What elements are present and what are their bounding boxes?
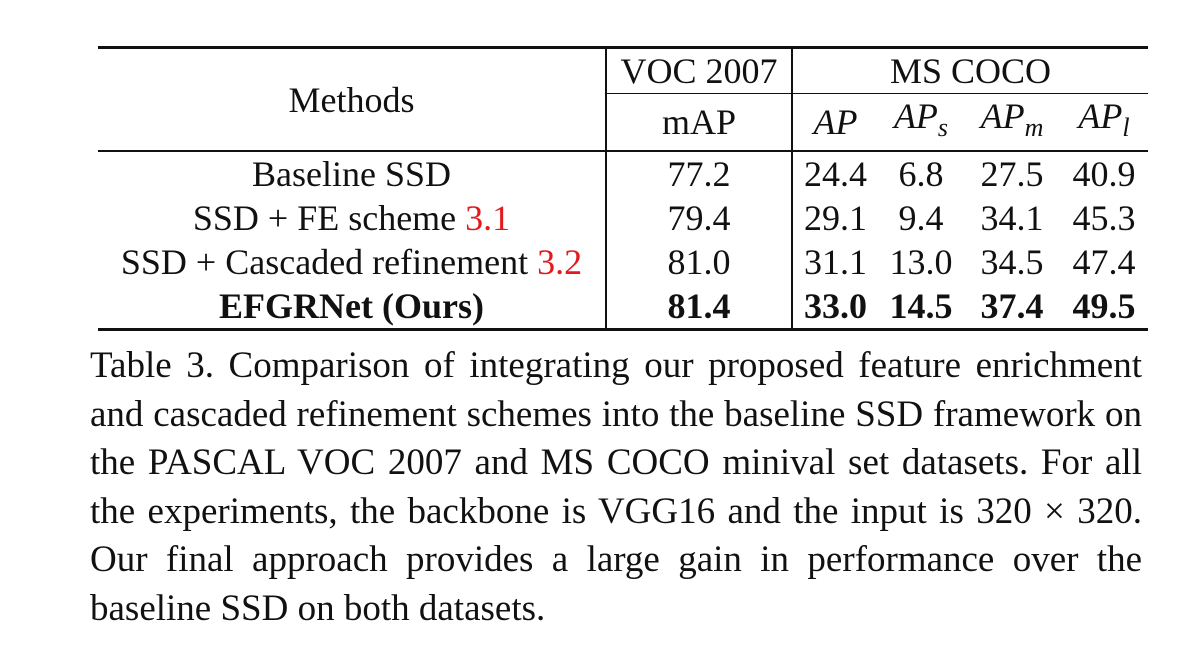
- ap-s-cell: 9.4: [898, 198, 944, 238]
- voc-map-cell: 81.0: [606, 240, 793, 284]
- results-table-container: Methods VOC 2007 MS COCO mAP AP APs APm …: [98, 46, 1148, 331]
- header-methods: Methods: [98, 46, 607, 151]
- header-voc-2007: VOC 2007: [606, 46, 793, 94]
- ap-s-cell: 6.8: [878, 150, 964, 196]
- ap-cell: 29.1: [791, 196, 878, 240]
- ap-m-cell: 37.4: [964, 284, 1060, 331]
- ap-l-cell: 40.9: [1060, 150, 1148, 196]
- header-ap-s: APs: [878, 93, 964, 151]
- section-reference-link[interactable]: 3.1: [465, 198, 511, 238]
- method-cell: SSD + FE scheme 3.1: [98, 196, 607, 240]
- header-ap-l: APl: [1060, 93, 1148, 151]
- table-caption: Table 3. Comparison of integrating our p…: [90, 345, 1142, 629]
- table-row: Baseline SSD 77.2 24.4 6.8 27.5 40.9: [98, 150, 1148, 196]
- voc-map-cell: 81.4: [606, 284, 793, 331]
- ap-m-cell: 34.5: [980, 242, 1044, 282]
- header-ap-m: APm: [964, 93, 1060, 151]
- header-ms-coco: MS COCO: [791, 46, 1148, 94]
- ap-cell: 31.1: [791, 240, 878, 284]
- ap-m-cell: 27.5: [964, 150, 1060, 196]
- ap-s-cell: 13.0: [889, 242, 953, 282]
- ap-l-cell: 47.4: [1072, 242, 1136, 282]
- ap-cell: 33.0: [791, 284, 878, 331]
- header-map: mAP: [606, 93, 793, 151]
- method-cell: Baseline SSD: [98, 150, 607, 196]
- table-row: SSD + Cascaded refinement 3.2 81.0 31.1 …: [98, 240, 1148, 284]
- method-cell: EFGRNet (Ours): [98, 284, 607, 331]
- voc-map-cell: 77.2: [606, 150, 793, 196]
- table-row: EFGRNet (Ours) 81.4 33.0 14.5 37.4 49.5: [98, 284, 1148, 331]
- ap-cell: 24.4: [791, 150, 878, 196]
- section-reference-link[interactable]: 3.2: [537, 242, 583, 282]
- table-row: SSD + FE scheme 3.1 79.4 29.1 9.4 34.1 4…: [98, 196, 1148, 240]
- voc-map-cell: 79.4: [606, 196, 793, 240]
- ap-s-cell: 14.5: [878, 284, 964, 331]
- header-ap: AP: [791, 93, 878, 151]
- method-cell: SSD + Cascaded refinement 3.2: [98, 240, 607, 284]
- ap-l-cell: 49.5: [1060, 284, 1148, 331]
- results-table: Methods VOC 2007 MS COCO mAP AP APs APm …: [98, 46, 1148, 331]
- ap-l-cell: 45.3: [1072, 198, 1136, 238]
- ap-m-cell: 34.1: [980, 198, 1044, 238]
